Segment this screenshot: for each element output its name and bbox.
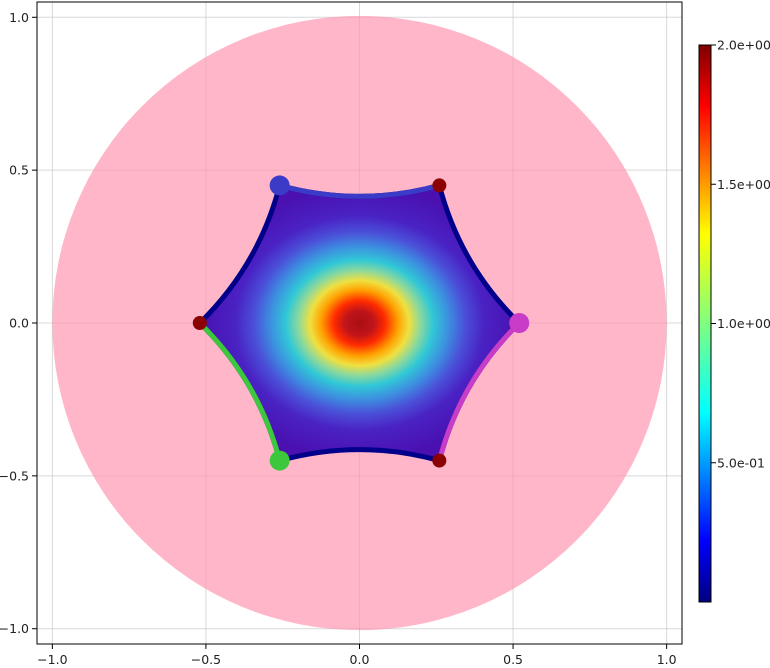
x-tick-label: −1.0 [37, 652, 67, 667]
x-axis-ticks: −1.0 −0.5 0.0 0.5 1.0 [37, 644, 677, 667]
highlighted-edge [277, 182, 442, 199]
vertex-marker [192, 316, 207, 330]
colorbar-ticks: 5.0e-01 1.0e+00 1.5e+00 2.0e+00 [711, 38, 770, 470]
vertex-marker [269, 175, 290, 196]
x-tick-label: 0.0 [350, 652, 370, 667]
highlighted-edge [436, 320, 522, 464]
colorbar: 5.0e-01 1.0e+00 1.5e+00 2.0e+00 [698, 38, 770, 603]
colorbar-tick-label: 2.0e+00 [717, 38, 770, 53]
highlighted-edge [197, 320, 283, 464]
colorbar-tick-label: 1.0e+00 [717, 316, 770, 331]
y-axis-ticks: −1.0 −0.5 0.0 0.5 1.0 [0, 10, 37, 636]
x-tick-label: 0.5 [503, 652, 523, 667]
x-tick-label: −0.5 [191, 652, 221, 667]
highlighted-edges [197, 182, 522, 464]
colorbar-gradient [698, 44, 712, 603]
y-tick-label: 1.0 [9, 10, 29, 25]
vertex-markers [192, 175, 530, 471]
vertex-marker [432, 178, 447, 193]
vertex-marker [269, 450, 290, 471]
y-tick-label: 0.0 [9, 316, 29, 331]
colorbar-tick-label: 1.5e+00 [717, 177, 770, 192]
vertex-marker [432, 453, 447, 468]
vertex-marker [509, 313, 530, 333]
y-tick-label: 0.5 [9, 163, 29, 178]
x-tick-label: 1.0 [657, 652, 677, 667]
colorbar-tick-label: 5.0e-01 [717, 455, 765, 470]
y-tick-label: −1.0 [0, 621, 29, 636]
y-tick-label: −0.5 [0, 468, 29, 483]
